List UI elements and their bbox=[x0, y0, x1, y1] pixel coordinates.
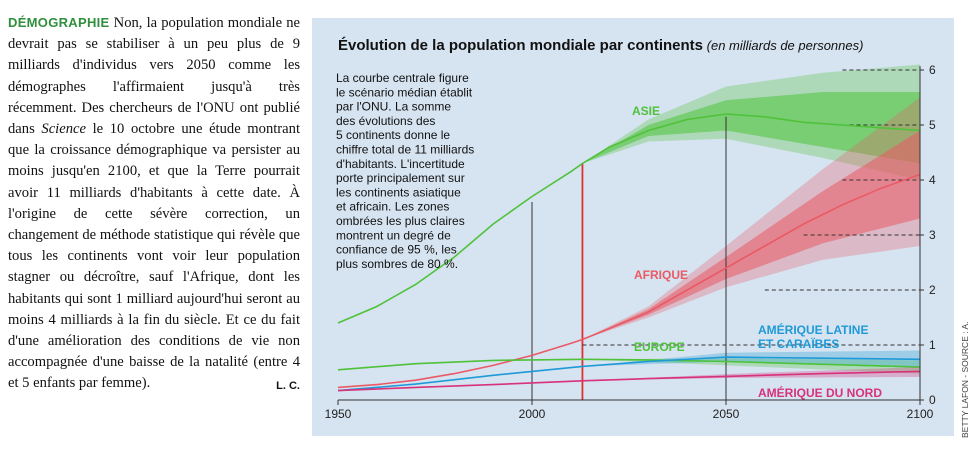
north-america-line bbox=[337, 370, 921, 392]
chart-subtitle: (en milliards de personnes) bbox=[703, 38, 863, 53]
x-tick-label-2100: 2100 bbox=[907, 407, 934, 421]
north-america-label-line: AMÉRIQUE DU NORD bbox=[758, 385, 882, 400]
annotation-line: montrent un degré de bbox=[336, 228, 451, 242]
europe-band-95 bbox=[582, 358, 920, 374]
annotation-line: et africain. Les zones bbox=[336, 200, 449, 214]
latin-america-label-line: ET CARAÏBES bbox=[758, 336, 839, 351]
annotation-line: ombrées les plus claires bbox=[336, 214, 465, 228]
africa-band-80 bbox=[582, 130, 920, 340]
chart-title-main: Évolution de la population mondiale par … bbox=[338, 37, 703, 54]
credit-text: BETTY LAFON - SOURCE : A. RAFTERY bbox=[960, 320, 970, 438]
y-tick-label-2: 2 bbox=[929, 283, 936, 297]
africa-label: AFRIQUE bbox=[634, 268, 688, 282]
y-tick-label-3: 3 bbox=[929, 228, 936, 242]
annotation-line: chiffre total de 11 milliards bbox=[336, 143, 474, 157]
annotation-line: d'habitants. L'incertitude bbox=[336, 157, 465, 171]
credit-area: BETTY LAFON - SOURCE : A. RAFTERY bbox=[956, 279, 974, 440]
y-tick-label-0: 0 bbox=[929, 393, 936, 407]
y-tick-label-1: 1 bbox=[929, 338, 936, 352]
annotation-line: par l'ONU. La somme bbox=[336, 100, 451, 114]
latin-america-label: AMÉRIQUE LATINE ET CARAÏBES bbox=[758, 322, 868, 351]
annotation-line: des évolutions des bbox=[336, 114, 435, 128]
latin-america-label-line: AMÉRIQUE LATINE bbox=[758, 322, 868, 337]
x-tick-label-2000: 2000 bbox=[519, 407, 546, 421]
annotation-line: 5 continents donne le bbox=[336, 128, 450, 142]
chart-title: Évolution de la population mondiale par … bbox=[338, 37, 863, 54]
north-america-label: AMÉRIQUE DU NORD bbox=[758, 385, 882, 400]
article-body-italic: Science bbox=[41, 121, 86, 138]
y-tick-label-5: 5 bbox=[929, 118, 936, 132]
asia-label: ASIE bbox=[632, 104, 660, 118]
africa-label-line: AFRIQUE bbox=[634, 268, 688, 282]
africa-line bbox=[337, 173, 921, 389]
annotation-line: plus sombres de 80 %. bbox=[336, 257, 458, 271]
europe-line bbox=[337, 358, 921, 371]
europe-label-line: EUROPE bbox=[634, 340, 685, 354]
article-body-1: Non, la population mondiale ne devrait p… bbox=[8, 15, 300, 138]
article-text: DÉMOGRAPHIE Non, la population mondiale … bbox=[8, 12, 300, 398]
x-tick-label-2050: 2050 bbox=[713, 407, 740, 421]
annotation-line: La courbe centrale figure bbox=[336, 71, 469, 85]
asia-line bbox=[337, 113, 921, 324]
population-chart: 1950 2000 2050 2100 0 1 2 3 4 5 6 Évolution de la p… bbox=[312, 18, 954, 436]
x-tick-label-1950: 1950 bbox=[325, 407, 352, 421]
asia-label-line: ASIE bbox=[632, 104, 660, 118]
annotation-line: confiance de 95 %, les bbox=[336, 243, 457, 257]
latin-america-line bbox=[337, 356, 921, 392]
annotation-line: le scénario médian établit bbox=[336, 85, 473, 99]
chart-annotation: La courbe centrale figure le scénario méd… bbox=[336, 71, 474, 271]
asia-band-80 bbox=[582, 92, 920, 164]
article-body-2: le 10 octobre une étude montrant que la … bbox=[8, 121, 300, 392]
annotation-line: les continents asiatique bbox=[336, 185, 461, 199]
credit-svg: BETTY LAFON - SOURCE : A. RAFTERY bbox=[960, 279, 970, 438]
annotation-line: porte principalement sur bbox=[336, 171, 465, 185]
y-tick-label-4: 4 bbox=[929, 173, 936, 187]
article-kicker: DÉMOGRAPHIE bbox=[8, 15, 110, 30]
y-tick-label-6: 6 bbox=[929, 63, 936, 77]
europe-label: EUROPE bbox=[634, 340, 685, 354]
article-signature: L. C. bbox=[276, 380, 300, 393]
latin-america-band-95 bbox=[582, 350, 920, 369]
